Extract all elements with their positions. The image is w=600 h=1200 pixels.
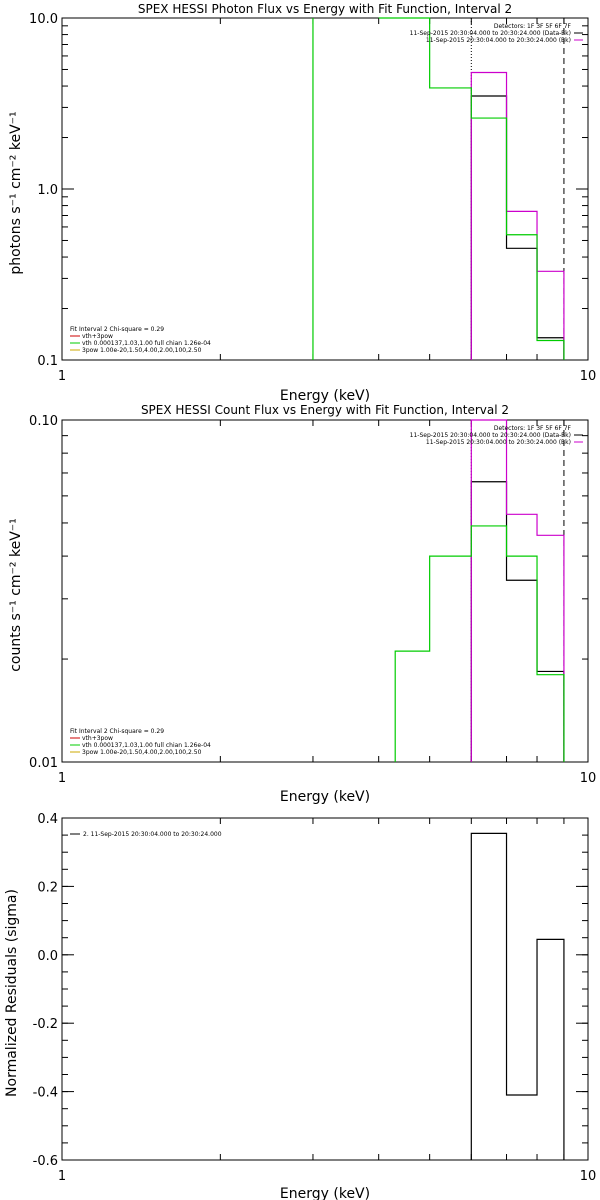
legend-topright-entry: 11-Sep-2015 20:30:04.000 to 20:30:24.000… [426,37,571,44]
y-tick-label: 0.1 [37,354,58,369]
legend-bottomleft-entry: 3pow 1.00e-20,1.50,4.00,2.00,100,2.50 [82,347,202,354]
x-tick-label: 10 [580,369,597,384]
y-tick-label: 0.4 [37,812,58,827]
legend-bottomleft-entry: vth 0.000137,1.03,1.00 full chian 1.26e-… [82,742,211,749]
legend-bottomleft-entry: vth+3pow [82,333,113,340]
legend-topright-entry: 11-Sep-2015 20:30:04.000 to 20:30:24.000… [426,439,571,446]
y-tick-label: 1.0 [37,183,58,198]
x-tick-label: 1 [58,369,66,384]
legend-topright-entry: Detectors: 1F 3F 5F 6F 7F [494,23,572,30]
y-tick-label: -0.6 [33,1154,58,1169]
plot-frame [61,817,589,1161]
x-tick-label: 1 [58,1169,66,1184]
x-axis-label: Energy (keV) [280,1186,370,1200]
legend-bottomleft-entry: vth+3pow [82,735,113,742]
y-tick-label: 0.01 [29,756,58,771]
y-axis-label: Normalized Residuals (sigma) [4,889,20,1097]
y-tick-label: -0.2 [33,1017,58,1032]
chart-title: SPEX HESSI Count Flux vs Energy with Fit… [141,403,509,417]
histogram-series-1 [470,419,565,762]
histogram-series-0 [470,832,565,1160]
y-tick-label: -0.4 [33,1086,58,1101]
histogram-series-1 [470,71,565,360]
y-tick-label: 0.2 [37,880,58,895]
legend-bottomleft-entry: Fit Interval 2 Chi-square = 0.29 [70,326,164,333]
y-tick-label: 0.10 [29,414,58,429]
y-axis-label: photons s⁻¹ cm⁻² keV⁻¹ [8,111,24,274]
x-tick-label: 10 [580,771,597,786]
x-tick-label: 10 [580,1169,597,1184]
legend-bottomleft-entry: Fit Interval 2 Chi-square = 0.29 [70,728,164,735]
y-tick-label: 10.0 [29,12,58,27]
legend-topright-entry: 11-Sep-2015 20:30:04.000 to 20:30:24.000… [410,30,571,37]
legend-bottomleft-entry: vth 0.000137,1.03,1.00 full chian 1.26e-… [82,340,211,347]
y-axis-label: counts s⁻¹ cm⁻² keV⁻¹ [8,518,24,672]
x-tick-label: 1 [58,771,66,786]
histogram-series-2 [394,525,565,762]
y-tick-label: 0.0 [37,949,58,964]
legend-topleft-entry: 2. 11-Sep-2015 20:30:04.000 to 20:30:24.… [83,831,222,838]
legend-topright-entry: 11-Sep-2015 20:30:04.000 to 20:30:24.000… [410,432,571,439]
plot-frame [61,17,589,361]
legend-topright-entry: Detectors: 1F 3F 5F 6F 7F [494,425,572,432]
plot-frame [61,419,589,763]
histogram-series-0 [470,481,565,762]
x-axis-label: Energy (keV) [280,388,370,404]
histogram-series-0 [470,95,565,360]
x-axis-label: Energy (keV) [280,789,370,805]
chart-title: SPEX HESSI Photon Flux vs Energy with Fi… [138,2,512,16]
legend-bottomleft-entry: 3pow 1.00e-20,1.50,4.00,2.00,100,2.50 [82,749,202,756]
histogram-series-2 [312,17,565,360]
